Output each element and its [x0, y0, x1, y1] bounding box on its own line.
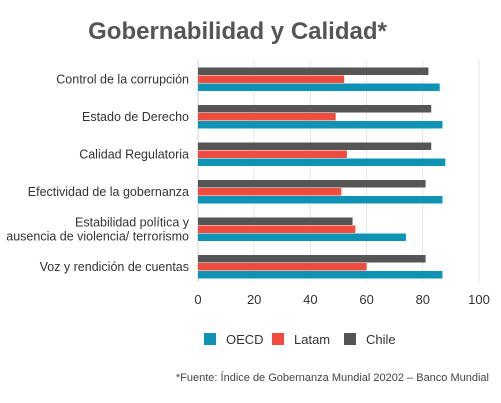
- legend-swatch-oecd: [204, 333, 216, 345]
- legend-swatch-chile: [344, 333, 356, 345]
- x-tick-label: 100: [468, 292, 490, 307]
- bar-chile: [198, 142, 432, 150]
- x-tick-label: 40: [303, 292, 317, 307]
- x-tick-label: 60: [359, 292, 373, 307]
- category-label: Efectividad de la gobernanza: [28, 185, 189, 199]
- category-label: Estado de Derecho: [82, 110, 189, 124]
- bar-oecd: [198, 196, 443, 204]
- bar-latam: [198, 188, 342, 196]
- legend-label: OECD: [226, 332, 264, 347]
- bar-chile: [198, 67, 429, 75]
- category-label: Voz y rendición de cuentas: [40, 260, 189, 274]
- category-label: Calidad Regulatoria: [79, 148, 189, 162]
- bar-oecd: [198, 233, 406, 241]
- category-label: Control de la corrupción: [56, 73, 189, 87]
- source-note: *Fuente: Índice de Gobernanza Mundial 20…: [175, 372, 489, 384]
- bar-latam: [198, 263, 367, 271]
- bar-latam: [198, 75, 345, 83]
- bar-chile: [198, 217, 353, 225]
- x-tick-label: 0: [194, 292, 201, 307]
- bar-chile: [198, 105, 432, 113]
- bar-oecd: [198, 83, 440, 91]
- bar-oecd: [198, 158, 446, 166]
- legend-swatch-latam: [272, 333, 284, 345]
- legend-label: Chile: [366, 332, 396, 347]
- x-tick-label: 80: [416, 292, 430, 307]
- x-tick-label: 20: [247, 292, 261, 307]
- bar-chile: [198, 255, 426, 263]
- chart-title: Gobernabilidad y Calidad*: [88, 18, 387, 45]
- bar-latam: [198, 150, 347, 158]
- bar-oecd: [198, 271, 443, 279]
- category-label: ausencia de violencia/ terrorismo: [6, 230, 189, 244]
- bar-chile: [198, 180, 426, 188]
- legend-label: Latam: [294, 332, 330, 347]
- bar-oecd: [198, 121, 443, 129]
- bar-latam: [198, 225, 356, 233]
- bar-latam: [198, 113, 336, 121]
- category-label: Estabilidad política y: [75, 216, 190, 230]
